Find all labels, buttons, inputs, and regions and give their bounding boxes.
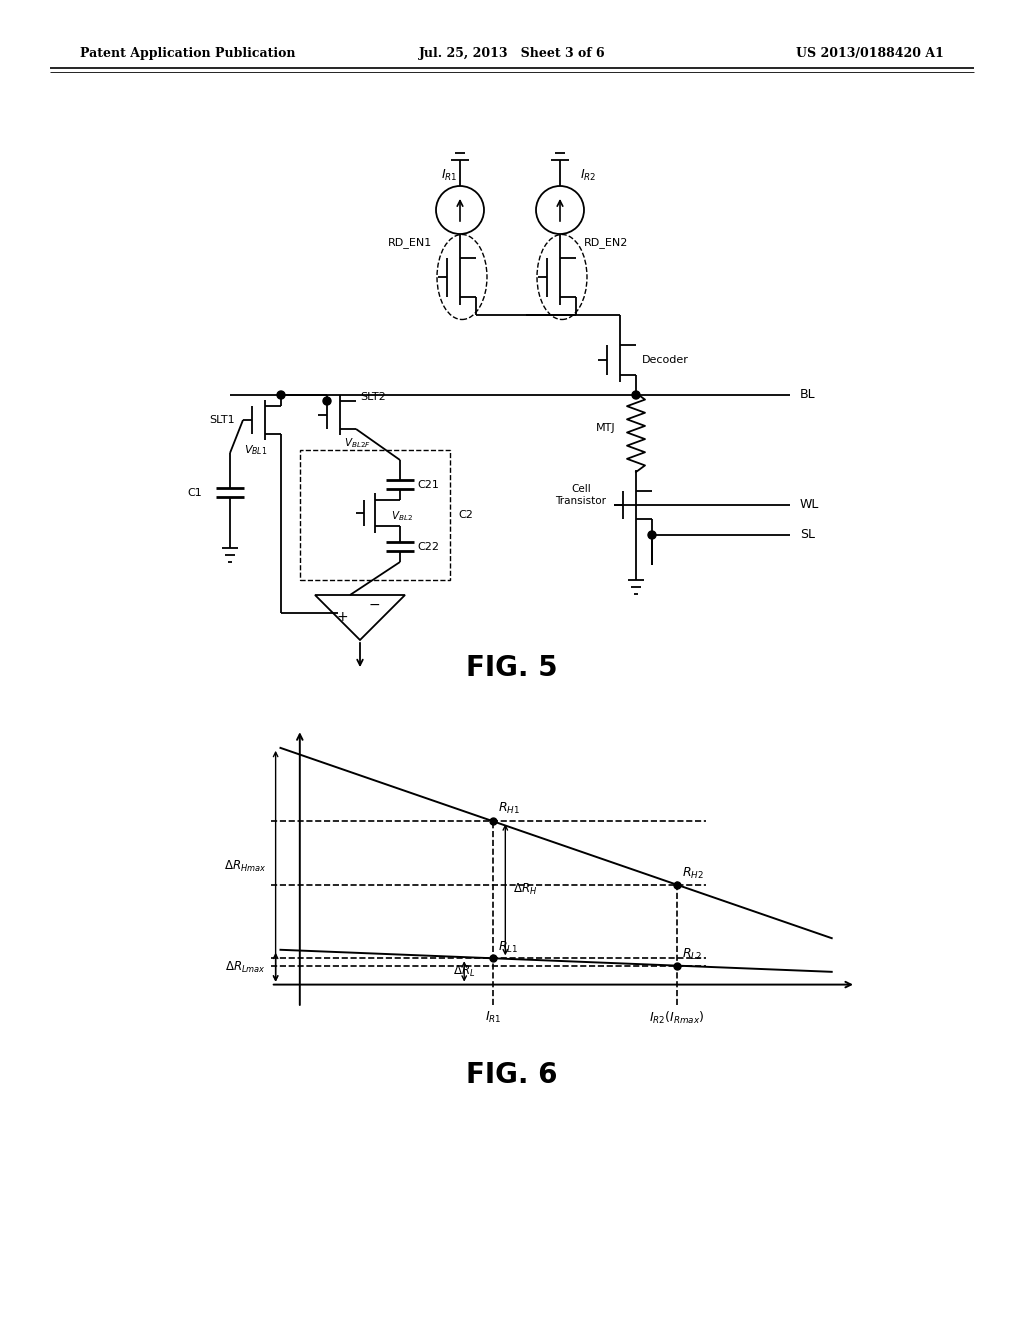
Text: RD_EN1: RD_EN1 xyxy=(388,238,432,248)
Text: FIG. 5: FIG. 5 xyxy=(466,653,558,682)
Text: BL: BL xyxy=(800,388,816,401)
Text: US 2013/0188420 A1: US 2013/0188420 A1 xyxy=(796,46,944,59)
Circle shape xyxy=(278,391,285,399)
Text: SLT2: SLT2 xyxy=(360,392,386,403)
Text: $R_{L1}$: $R_{L1}$ xyxy=(498,940,518,954)
Text: $I_{R2}(I_{Rmax})$: $I_{R2}(I_{Rmax})$ xyxy=(649,1010,705,1026)
Circle shape xyxy=(323,397,331,405)
Circle shape xyxy=(632,391,640,399)
Text: $V_{BL2F}$: $V_{BL2F}$ xyxy=(344,436,371,450)
Text: C1: C1 xyxy=(187,488,202,498)
Text: $R_{H2}$: $R_{H2}$ xyxy=(682,866,703,882)
Text: $\Delta R_H$: $\Delta R_H$ xyxy=(513,882,537,898)
Text: SLT1: SLT1 xyxy=(209,414,234,425)
Text: SL: SL xyxy=(800,528,815,541)
Text: $\Delta R_{Lmax}$: $\Delta R_{Lmax}$ xyxy=(225,960,266,974)
Text: Jul. 25, 2013   Sheet 3 of 6: Jul. 25, 2013 Sheet 3 of 6 xyxy=(419,46,605,59)
Text: Patent Application Publication: Patent Application Publication xyxy=(80,46,296,59)
Text: FIG. 6: FIG. 6 xyxy=(466,1061,558,1089)
Text: $I_{R1}$: $I_{R1}$ xyxy=(441,168,458,182)
Text: $R_{L2}$: $R_{L2}$ xyxy=(682,946,702,962)
Text: MTJ: MTJ xyxy=(596,422,615,433)
Text: Decoder: Decoder xyxy=(642,355,689,366)
Text: WL: WL xyxy=(800,499,819,511)
Text: C2: C2 xyxy=(458,510,473,520)
Text: +: + xyxy=(336,610,348,624)
Text: C22: C22 xyxy=(417,543,439,552)
Text: C21: C21 xyxy=(417,480,439,490)
Text: $R_{H1}$: $R_{H1}$ xyxy=(498,800,520,816)
Text: $\Delta R_L$: $\Delta R_L$ xyxy=(453,964,475,979)
Text: Cell
Transistor: Cell Transistor xyxy=(555,484,606,506)
Circle shape xyxy=(648,531,656,539)
Text: $I_{R2}$: $I_{R2}$ xyxy=(580,168,596,182)
Text: $I_{R1}$: $I_{R1}$ xyxy=(485,1010,502,1026)
Text: $V_{BL1}$: $V_{BL1}$ xyxy=(244,444,267,457)
Text: $\Delta R_{Hmax}$: $\Delta R_{Hmax}$ xyxy=(223,859,266,874)
Text: RD_EN2: RD_EN2 xyxy=(584,238,629,248)
Text: $V_{BL2}$: $V_{BL2}$ xyxy=(391,510,413,523)
Text: −: − xyxy=(369,598,380,612)
